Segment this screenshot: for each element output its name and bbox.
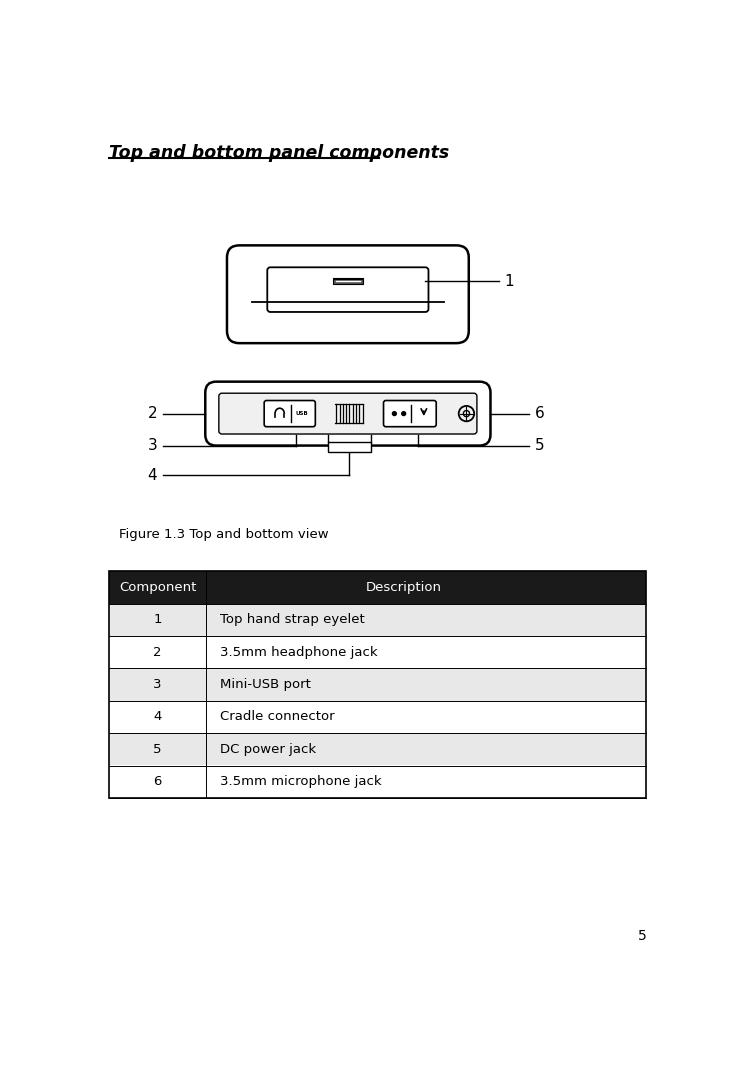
Text: Top hand strap eyelet: Top hand strap eyelet (220, 614, 365, 627)
Text: 2: 2 (153, 646, 162, 659)
Text: 3: 3 (153, 678, 162, 692)
Text: 5: 5 (153, 742, 162, 755)
Text: 4: 4 (147, 467, 157, 482)
FancyBboxPatch shape (264, 400, 315, 426)
Circle shape (392, 412, 397, 415)
Text: Cradle connector: Cradle connector (220, 710, 335, 724)
Text: Mini-USB port: Mini-USB port (220, 678, 311, 692)
Bar (109, 637, 646, 669)
Text: 3: 3 (147, 438, 157, 453)
FancyBboxPatch shape (206, 382, 491, 446)
Text: 1: 1 (504, 274, 514, 289)
Bar (109, 572, 646, 604)
Bar (109, 701, 646, 733)
Text: 6: 6 (534, 406, 545, 421)
Text: 3.5mm headphone jack: 3.5mm headphone jack (220, 646, 377, 659)
Text: 6: 6 (153, 775, 162, 788)
Bar (109, 669, 646, 701)
Text: Description: Description (366, 582, 442, 595)
FancyBboxPatch shape (219, 393, 477, 434)
Text: DC power jack: DC power jack (220, 742, 316, 755)
Bar (109, 604, 646, 637)
Text: Top and bottom panel components: Top and bottom panel components (109, 145, 450, 162)
FancyBboxPatch shape (227, 245, 469, 343)
Text: Figure 1.3 Top and bottom view: Figure 1.3 Top and bottom view (119, 528, 329, 541)
Text: 5: 5 (534, 438, 545, 453)
Text: 4: 4 (153, 710, 162, 724)
Bar (109, 765, 646, 797)
FancyBboxPatch shape (383, 400, 436, 426)
Text: 2: 2 (147, 406, 157, 421)
Circle shape (402, 412, 405, 415)
Text: USB: USB (295, 411, 308, 416)
Text: 5: 5 (638, 929, 646, 943)
Text: 3.5mm microphone jack: 3.5mm microphone jack (220, 775, 382, 788)
Bar (109, 572, 646, 797)
Bar (328, 442, 371, 452)
Text: 1: 1 (153, 614, 162, 627)
Bar (109, 733, 646, 765)
Text: Component: Component (119, 582, 196, 595)
Bar (333, 278, 363, 284)
FancyBboxPatch shape (268, 268, 428, 312)
